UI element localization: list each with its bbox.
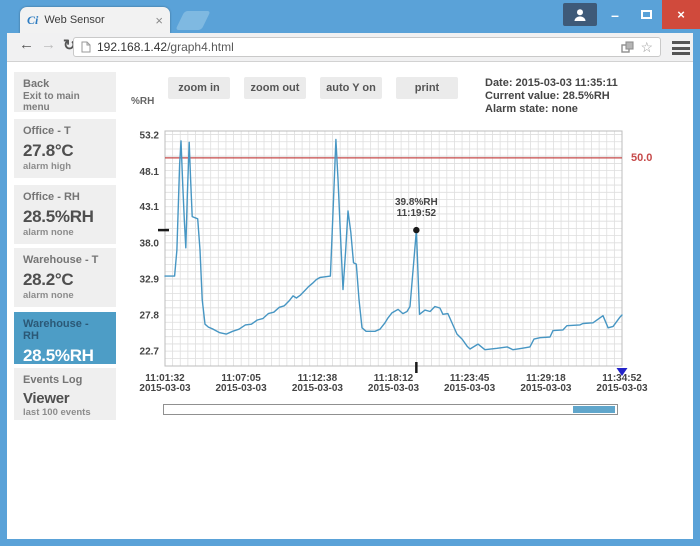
x-tick-date: 2015-03-03 xyxy=(216,383,268,394)
chart-scrollbar[interactable] xyxy=(163,404,618,415)
minimize-button[interactable]: – xyxy=(611,6,619,23)
tile-subtitle: Exit to main menu xyxy=(23,91,80,113)
x-tick-time: 11:07:05 xyxy=(221,373,261,384)
sidebar-tile-events-log[interactable]: Events Log Viewer last 100 events xyxy=(14,368,116,420)
current-position-triangle xyxy=(616,368,628,376)
alarm-threshold-label: 50.0 xyxy=(631,152,652,164)
profile-button[interactable] xyxy=(563,3,597,26)
browser-toolbar: ← → ↻ 192.168.1.42/graph4.html ☆ xyxy=(7,33,693,62)
tile-title: Back xyxy=(23,78,50,90)
x-tick-time: 11:18:12 xyxy=(374,373,414,384)
tile-alarm: last 100 events xyxy=(23,407,91,418)
x-tick-time: 11:29:18 xyxy=(526,373,566,384)
x-tick-date: 2015-03-03 xyxy=(520,383,572,394)
page-icon xyxy=(81,41,91,53)
close-button[interactable]: × xyxy=(662,0,700,29)
y-tick-label: 27.8 xyxy=(140,311,160,322)
maximize-button[interactable] xyxy=(631,0,661,29)
x-tick-time: 11:01:32 xyxy=(145,373,185,384)
x-tick-time: 11:12:38 xyxy=(298,373,338,384)
url-text: 192.168.1.42/graph4.html xyxy=(97,40,234,54)
browser-tab[interactable]: Ci Web Sensor × xyxy=(20,7,170,33)
sidebar-tile-warehouse-t[interactable]: Warehouse - T 28.2°C alarm none xyxy=(14,248,116,307)
x-tick-date: 2015-03-03 xyxy=(139,383,191,394)
tile-value: 27.8°C xyxy=(23,141,74,160)
bookmarks-icon[interactable] xyxy=(621,40,634,54)
tile-title: Events Log xyxy=(23,374,83,386)
humidity-chart[interactable]: 50.0 53.2 48.1 43.1 38.0 32.9 27.8 22.7 11:01:32… xyxy=(137,119,660,399)
tab-close-icon[interactable]: × xyxy=(155,12,163,28)
y-tick-label: 32.9 xyxy=(140,274,160,285)
sidebar-tile-back[interactable]: Back Exit to main menu xyxy=(14,72,116,113)
humidity-line xyxy=(164,138,623,351)
url-path: /graph4.html xyxy=(167,40,234,54)
sidebar-tile-office-rh[interactable]: Office - RH 28.5%RH alarm none xyxy=(14,185,116,244)
bookmark-star-icon[interactable]: ☆ xyxy=(640,39,653,55)
tile-value: 28.5%RH xyxy=(23,207,94,226)
marker-dot xyxy=(413,226,420,234)
favicon-icon: Ci xyxy=(27,12,39,27)
x-tick-date: 2015-03-03 xyxy=(292,383,344,394)
tile-value: 28.5%RH xyxy=(23,346,94,365)
x-tick-time: 11:34:52 xyxy=(602,373,642,384)
page-content: Back Exit to main menu Office - T 27.8°C ala… xyxy=(7,62,693,539)
y-tick-label: 53.2 xyxy=(140,131,160,142)
x-tick-time: 11:23:45 xyxy=(450,373,490,384)
y-tick-label: 22.7 xyxy=(140,347,160,358)
status-date: Date: 2015-03-03 11:35:11 xyxy=(485,77,618,89)
tile-value: 28.2°C xyxy=(23,270,74,289)
y-tick-label: 38.0 xyxy=(140,238,160,249)
address-bar[interactable]: 192.168.1.42/graph4.html ☆ xyxy=(73,37,661,57)
menu-icon[interactable] xyxy=(672,41,690,58)
x-tick-date: 2015-03-03 xyxy=(444,383,496,394)
scrollbar-thumb[interactable] xyxy=(573,406,615,413)
marker-time-label: 11:19:52 xyxy=(397,208,437,219)
plot-border xyxy=(164,130,623,367)
url-host: 192.168.1.42 xyxy=(97,40,168,54)
maximize-icon xyxy=(640,10,652,19)
zoom-out-button[interactable]: zoom out xyxy=(244,77,306,99)
y-tick-label: 43.1 xyxy=(140,202,160,213)
y-axis-unit-label: %RH xyxy=(131,96,155,107)
reload-icon[interactable]: ↻ xyxy=(63,37,76,54)
tile-alarm: alarm none xyxy=(23,227,74,238)
x-tick-date: 2015-03-03 xyxy=(596,383,648,394)
tile-alarm: alarm none xyxy=(23,290,74,301)
zoom-in-button[interactable]: zoom in xyxy=(168,77,230,99)
status-alarm-state: Alarm state: none xyxy=(485,103,578,115)
tile-title: Office - T xyxy=(23,125,71,137)
forward-icon[interactable]: → xyxy=(41,36,56,53)
tile-title: Warehouse - RH xyxy=(23,318,89,342)
y-tick-label: 48.1 xyxy=(140,167,160,178)
back-icon[interactable]: ← xyxy=(19,36,34,53)
tile-value: Viewer xyxy=(23,390,70,407)
print-button[interactable]: print xyxy=(396,77,458,99)
sidebar-tile-office-t[interactable]: Office - T 27.8°C alarm high xyxy=(14,119,116,178)
status-block: Date: 2015-03-03 11:35:11 Current value:… xyxy=(485,77,618,116)
status-current-value: Current value: 28.5%RH xyxy=(485,90,610,102)
auto-Y-on-button[interactable]: auto Y on xyxy=(320,77,382,99)
tile-title: Warehouse - T xyxy=(23,254,99,266)
tile-alarm: alarm high xyxy=(23,161,72,172)
marker-value-label: 39.8%RH xyxy=(395,197,438,208)
person-icon xyxy=(574,8,586,21)
tab-title: Web Sensor xyxy=(44,14,105,26)
x-tick-date: 2015-03-03 xyxy=(368,383,420,394)
tile-title: Office - RH xyxy=(23,191,80,203)
new-tab-button[interactable] xyxy=(175,11,211,30)
